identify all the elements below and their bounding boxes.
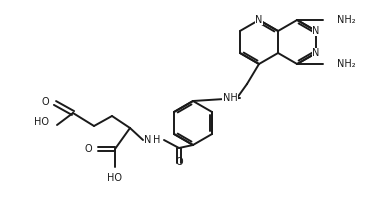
Text: N: N xyxy=(312,48,320,58)
Text: O: O xyxy=(41,97,49,107)
Text: HO: HO xyxy=(34,117,49,127)
Text: NH₂: NH₂ xyxy=(337,15,356,25)
Text: HO: HO xyxy=(108,173,122,183)
Text: O: O xyxy=(84,144,92,154)
Text: N: N xyxy=(312,26,320,36)
Text: O: O xyxy=(175,157,183,167)
Text: N: N xyxy=(255,15,263,25)
Text: H: H xyxy=(153,135,161,145)
Text: N: N xyxy=(144,135,152,145)
Text: NH: NH xyxy=(223,93,238,103)
Text: NH₂: NH₂ xyxy=(337,59,356,69)
